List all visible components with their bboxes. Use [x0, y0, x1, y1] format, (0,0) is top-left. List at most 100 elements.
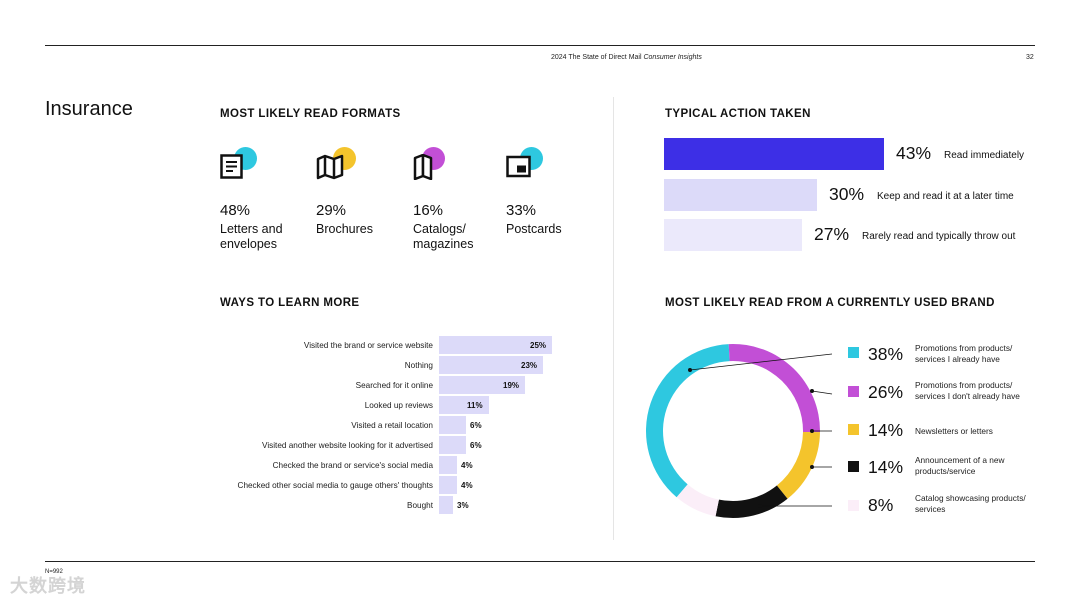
legend-swatch-cyan [848, 347, 859, 358]
legend-label: Promotions from products/ services I don… [915, 380, 1045, 401]
legend-pct: 14% [868, 457, 904, 477]
ways-value: 3% [457, 501, 469, 510]
ways-bar [439, 356, 543, 374]
legend-pct: 38% [868, 344, 904, 364]
leader-line [689, 353, 833, 371]
action-label: Read immediately [944, 150, 1025, 161]
ways-value: 11% [467, 401, 483, 410]
ways-value: 6% [470, 441, 482, 450]
ways-bar [439, 456, 457, 474]
legend-label-line: services [915, 503, 946, 514]
leader-lines [688, 353, 833, 508]
ways-label: Checked the brand or service's social me… [272, 461, 433, 470]
ways-title: WAYS TO LEARN MORE [220, 297, 360, 309]
formats-title: MOST LIKELY READ FORMATS [220, 108, 401, 120]
page-title: Insurance [45, 98, 133, 120]
legend-label: Catalog showcasing products/ services [915, 493, 1045, 514]
legend-label: Newsletters or letters [915, 426, 1045, 437]
leader-dot [688, 368, 692, 372]
postcard-icon [506, 155, 531, 178]
legend-pct: 26% [868, 382, 904, 402]
leader-line [811, 390, 833, 395]
donut-slices [646, 344, 820, 518]
legend-label: Promotions from products/ services I alr… [915, 343, 1045, 364]
format-postcards: 33% Postcards [506, 146, 596, 237]
legend-swatch-yellow [848, 424, 859, 435]
format-label-line: Catalogs/ [413, 222, 466, 236]
sample-size-note: N=992 [45, 569, 63, 575]
ways-value: 4% [461, 481, 473, 490]
leader-dot [810, 465, 814, 469]
donut-slice [776, 431, 820, 499]
legend-pct: 14% [868, 420, 904, 440]
format-label-line: envelopes [220, 237, 277, 251]
ways-bar [439, 436, 466, 454]
letter-icon [220, 154, 243, 179]
bottom-rule [45, 561, 1035, 562]
ways-value: 23% [521, 361, 538, 370]
document-title: 2024 The State of Direct Mail Consumer I… [551, 54, 702, 61]
ways-value: 4% [461, 461, 473, 470]
donut-slice [728, 344, 820, 433]
ways-label: Checked other social media to gauge othe… [237, 481, 433, 490]
action-bar [664, 219, 802, 251]
legend-label-line: products/service [915, 465, 976, 476]
legend-swatch-magenta [848, 386, 859, 397]
format-label: Catalogs/ magazines [413, 222, 503, 252]
legend-label-line: Newsletters or letters [915, 426, 993, 436]
column-divider [613, 97, 614, 540]
ways-label: Searched for it online [355, 381, 433, 390]
ways-value: 19% [503, 381, 520, 390]
donut-slice [676, 484, 719, 517]
format-pct: 48% [220, 202, 251, 219]
legend-label-line: Promotions from products/ [915, 380, 1013, 390]
ways-bar [439, 336, 552, 354]
brochure-icon [316, 154, 344, 180]
format-label-line: Letters and [220, 222, 283, 236]
ways-bar [439, 396, 489, 414]
action-pct: 27% [814, 224, 850, 244]
format-pct: 33% [506, 202, 537, 219]
ways-bar [439, 376, 525, 394]
legend-label-line: Catalog showcasing products/ [915, 493, 1026, 503]
legend-swatch-black [848, 461, 859, 472]
action-label: Keep and read it at a later time [877, 191, 1014, 202]
action-title: TYPICAL ACTION TAKEN [665, 108, 811, 120]
action-pct: 43% [896, 143, 932, 163]
legend-label-line: Promotions from products/ [915, 343, 1013, 353]
leader-dot [758, 504, 762, 508]
ways-label: Bought [407, 501, 433, 510]
format-label-line: magazines [413, 237, 474, 251]
legend-label-line: services I don't already have [915, 390, 1020, 401]
format-label: Postcards [506, 222, 596, 237]
leader-dot [810, 429, 814, 433]
legend-label-line: services I already have [915, 353, 1000, 364]
brand-title: MOST LIKELY READ FROM A CURRENTLY USED B… [665, 297, 995, 309]
action-bar [664, 179, 817, 211]
donut-slice [715, 485, 788, 518]
brand-donut-chart [646, 344, 820, 518]
ways-label: Visited another website looking for it a… [262, 441, 433, 450]
format-label-line: Brochures [316, 222, 373, 236]
donut-slice [646, 344, 730, 498]
format-pct: 16% [413, 202, 444, 219]
format-pct: 29% [316, 202, 347, 219]
document-title-italic: Consumer Insights [643, 54, 702, 61]
top-rule [45, 45, 1035, 46]
ways-bar [439, 416, 466, 434]
action-pct: 30% [829, 184, 865, 204]
ways-value: 25% [530, 341, 547, 350]
legend-label-line: Announcement of a new [915, 455, 1005, 465]
ways-label: Visited a retail location [351, 421, 433, 430]
format-label-line: Postcards [506, 222, 562, 236]
page-number: 32 [1026, 54, 1034, 61]
legend-pct: 8% [868, 495, 894, 515]
ways-label: Nothing [404, 361, 433, 370]
ways-label: Visited the brand or service website [303, 341, 433, 350]
format-label: Letters and envelopes [220, 222, 310, 252]
action-label: Rarely read and typically throw out [862, 231, 1016, 242]
ways-bar [439, 476, 457, 494]
format-label: Brochures [316, 222, 406, 237]
document-title-plain: 2024 The State of Direct Mail [551, 54, 644, 61]
action-bar [664, 138, 884, 170]
